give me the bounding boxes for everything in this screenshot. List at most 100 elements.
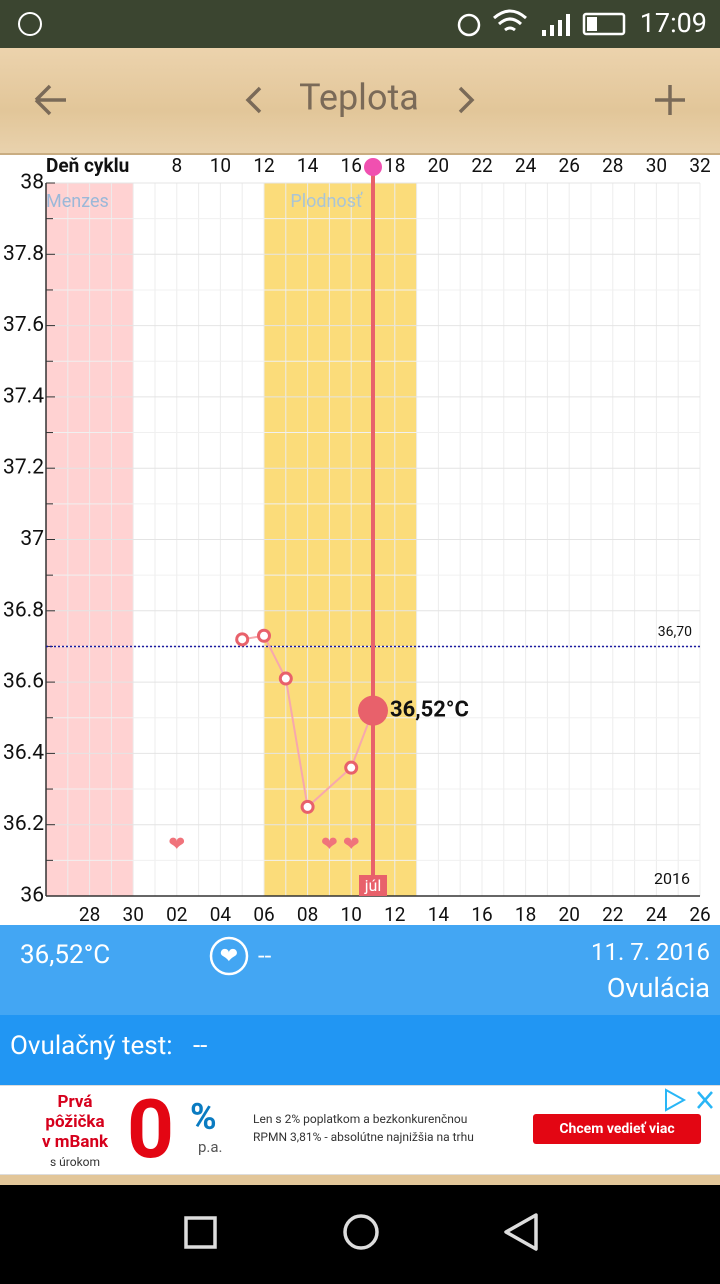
x-axis-label: Deň cyklu (46, 155, 129, 177)
selected-point (358, 695, 388, 726)
home-button[interactable] (343, 1214, 379, 1250)
temperature: 36,52°C (20, 940, 111, 970)
year-label: 2016 (654, 869, 690, 888)
status-bar: 17:09 (0, 0, 720, 48)
heart-marker: ❤ (168, 832, 185, 856)
app-bar: Teplota (0, 48, 720, 155)
selected-day-dot (364, 158, 382, 176)
date-label: 16 (471, 903, 492, 925)
date-label: 20 (559, 903, 580, 925)
footer-strip (0, 1175, 720, 1185)
temperature-point (257, 628, 271, 643)
y-tick-label: 36.8 (3, 598, 44, 622)
signal-icon (542, 14, 570, 36)
x-tick-label: 16 (341, 155, 362, 177)
date-label: 02 (166, 903, 187, 925)
ad-pa: p.a. (198, 1138, 223, 1156)
ad-banner[interactable]: Prvá pôžička v mBank s úrokom 0 % p.a. L… (0, 1082, 720, 1178)
chart: Menzes Plodnosť 36 36.2 36.4 36.6 36.8 37 37.2 37… (3, 154, 711, 926)
date-label: 12 (384, 903, 405, 925)
temperature-point (300, 799, 315, 814)
x-tick-label: 20 (428, 155, 449, 177)
ad-text: RPMN 3,81% - absolútne najnižšia na trhu (253, 1130, 474, 1144)
x-tick-label: 22 (471, 155, 492, 177)
x-tick-label: 12 (253, 155, 274, 177)
ad-line: pôžička (45, 1112, 105, 1132)
battery-level (587, 17, 597, 31)
x-tick-label: 28 (602, 155, 623, 177)
ad-button[interactable]: Chcem vedieť viac (533, 1114, 701, 1144)
date-label: 04 (210, 903, 232, 925)
y-tick-label: 36 (20, 884, 44, 908)
month-label: júl (364, 876, 382, 895)
y-tick-label: 37 (20, 527, 44, 551)
day-info: 36,52°C ❤ -- 11. 7. 2016 Ovulácia (0, 925, 720, 1015)
date-label: 06 (253, 903, 274, 925)
x-tick-label: 24 (515, 155, 537, 177)
ad-headline: Prvá pôžička v mBank s úrokom (30, 1092, 120, 1172)
ad-choices[interactable] (658, 1086, 720, 1114)
date-label: 08 (297, 903, 318, 925)
prev-button[interactable] (245, 86, 262, 114)
add-button[interactable] (655, 85, 685, 115)
x-tick-label: 14 (297, 155, 319, 177)
date-label: 18 (515, 903, 536, 925)
phase: Ovulácia (606, 972, 710, 1004)
heart-icon[interactable]: ❤ (208, 935, 252, 979)
x-tick-label: 10 (210, 155, 231, 177)
temperature-point (278, 671, 293, 686)
date-label: 26 (689, 903, 710, 925)
ad-line: Prvá (57, 1092, 93, 1112)
ad-line: s úrokom (49, 1155, 101, 1169)
temperature-point (344, 760, 359, 775)
date-label: 22 (602, 903, 623, 925)
battery-icon (582, 12, 626, 36)
coverline-label: 36,70 (658, 624, 692, 640)
y-tick-label: 36.2 (3, 812, 44, 836)
ad-text: Len s 2% poplatkom a bezkonkurenčnou (253, 1112, 468, 1126)
y-tick-label: 36.4 (3, 741, 44, 765)
y-tick-label: 37.2 (3, 456, 44, 480)
month-box (359, 875, 387, 896)
x-tick-label: 30 (646, 155, 667, 177)
y-tick-label: 37.6 (3, 313, 44, 337)
date-label: 24 (646, 903, 668, 925)
next-button[interactable] (458, 86, 475, 114)
heart-marker: ❤ (321, 832, 338, 856)
date-label: 28 (79, 903, 100, 925)
app-bar-icons: Teplota (34, 77, 685, 119)
back-button[interactable] (34, 84, 66, 116)
x-tick-label: 32 (689, 155, 710, 177)
ad-big: 0 (127, 1082, 175, 1178)
date: 11. 7. 2016 (591, 938, 710, 966)
status-icons: 17:09 (18, 7, 707, 39)
y-tick-label: 38 (20, 171, 44, 195)
clock: 17:09 (640, 7, 707, 39)
test-label: Ovulačný test: (10, 1031, 173, 1061)
whatsapp-icon (18, 12, 42, 36)
intercourse: -- (258, 942, 272, 970)
x-tick-label: 8 (171, 155, 182, 177)
date-label: 10 (341, 903, 362, 925)
back-nav-button[interactable] (504, 1213, 538, 1251)
wifi-icon (493, 9, 527, 32)
nav-bar (0, 1185, 720, 1280)
temperature-point (235, 632, 250, 647)
test-row[interactable]: Ovulačný test: -- (0, 1015, 720, 1085)
x-tick-label: 26 (559, 155, 580, 177)
ad-percent: % (190, 1096, 217, 1138)
y-tick-label: 37.8 (3, 242, 44, 266)
test-value: -- (193, 1031, 208, 1061)
band-label: Plodnosť (290, 191, 363, 212)
x-tick-label: 18 (384, 155, 405, 177)
alarm-icon (457, 13, 481, 37)
recents-button[interactable] (184, 1216, 217, 1249)
y-tick-label: 37.4 (3, 384, 44, 408)
band-label: Menzes (46, 191, 109, 212)
y-tick-label: 36.6 (3, 670, 44, 694)
heart-marker: ❤ (343, 832, 360, 856)
date-label: 14 (428, 903, 450, 925)
nav-icons (184, 1213, 538, 1251)
svg-text:❤: ❤ (220, 944, 238, 969)
